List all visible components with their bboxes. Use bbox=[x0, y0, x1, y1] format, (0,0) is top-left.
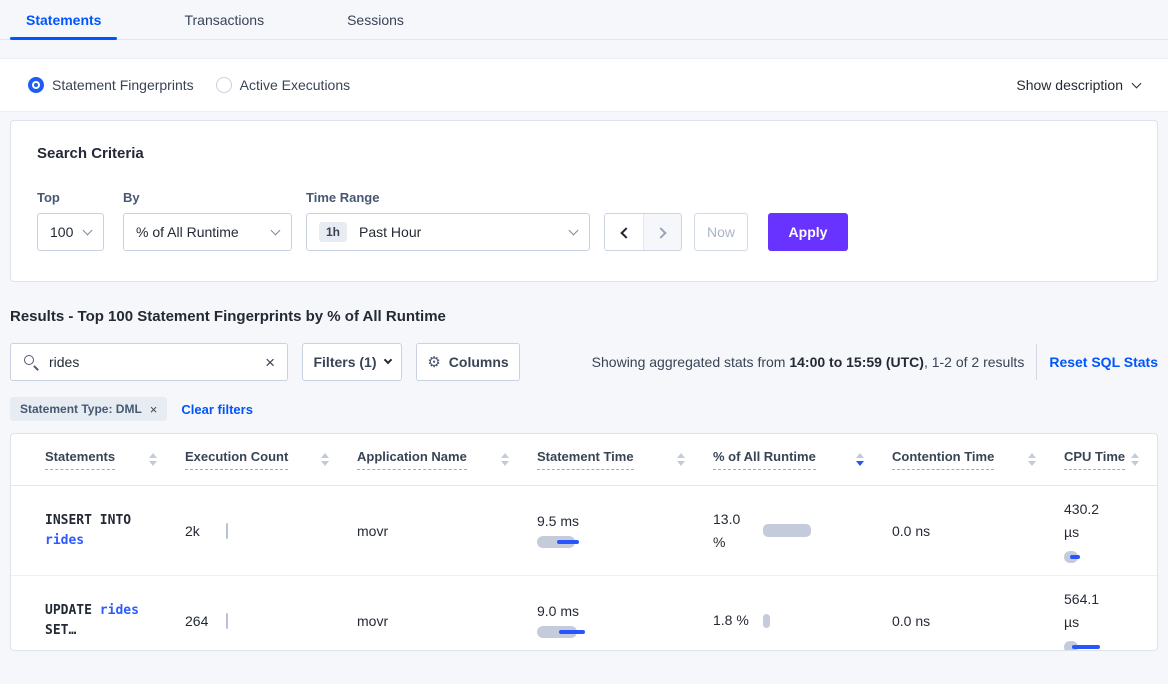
apply-button[interactable]: Apply bbox=[768, 213, 848, 251]
chevron-down-icon bbox=[383, 355, 392, 365]
radio-active-executions[interactable]: Active Executions bbox=[215, 77, 351, 93]
col-application-name[interactable]: Application Name bbox=[357, 449, 537, 470]
sql-activity-tabbar: Statements Transactions Sessions bbox=[0, 0, 1168, 40]
top-field: Top 100 bbox=[37, 190, 104, 251]
statements-table-card: Statements Execution Count Application N… bbox=[10, 433, 1158, 651]
col-cpu-time[interactable]: CPU Time bbox=[1064, 449, 1145, 470]
col-contention-time[interactable]: Contention Time bbox=[892, 449, 1064, 470]
runtime-pct-cell: 13.0 % bbox=[713, 508, 892, 554]
col-statement-time[interactable]: Statement Time bbox=[537, 449, 713, 470]
filter-pill-label: Statement Type: DML bbox=[20, 402, 142, 416]
remove-filter-icon[interactable]: × bbox=[149, 401, 158, 417]
time-range-badge: 1h bbox=[319, 222, 348, 242]
execution-count-cell: 2k bbox=[185, 522, 357, 539]
statement-time-bar bbox=[537, 626, 713, 638]
filter-pill-statement-type[interactable]: Statement Type: DML × bbox=[10, 397, 168, 421]
time-range-select[interactable]: 1h Past Hour bbox=[306, 213, 590, 251]
sort-icon[interactable] bbox=[321, 453, 329, 466]
search-criteria-row: Top 100 By % of All Runtime Time Range 1… bbox=[37, 190, 1131, 251]
chevron-down-icon bbox=[568, 225, 579, 235]
execution-count-bar bbox=[226, 522, 228, 539]
radio-unselected-icon bbox=[215, 77, 232, 93]
radio-selected-icon bbox=[28, 77, 44, 93]
active-filters-row: Statement Type: DML × Clear filters bbox=[10, 397, 1158, 421]
contention-time-cell: 0.0 ns bbox=[892, 522, 931, 539]
col-execution-count[interactable]: Execution Count bbox=[185, 449, 357, 470]
top-select-value: 100 bbox=[50, 224, 74, 240]
cpu-time-bar bbox=[1064, 551, 1124, 563]
cpu-time-bar bbox=[1064, 641, 1124, 650]
sort-icon[interactable] bbox=[1131, 453, 1139, 466]
statement-time-cell: 9.5 ms bbox=[537, 513, 713, 548]
filters-button-label: Filters (1) bbox=[313, 354, 377, 370]
filters-button[interactable]: Filters (1) bbox=[302, 343, 402, 381]
time-next-button[interactable] bbox=[643, 214, 681, 250]
tab-statements[interactable]: Statements bbox=[10, 2, 118, 40]
by-field: By % of All Runtime bbox=[104, 190, 292, 251]
sort-icon[interactable] bbox=[149, 453, 157, 466]
table-header-row: Statements Execution Count Application N… bbox=[11, 434, 1157, 486]
sort-icon[interactable] bbox=[501, 453, 509, 466]
execution-count-cell: 264 bbox=[185, 612, 357, 629]
statement-fingerprint-link[interactable]: UPDATE rides SET… bbox=[45, 602, 139, 638]
table-row: INSERT INTO rides 2k movr 9.5 ms 13.0 % … bbox=[11, 486, 1157, 576]
results-heading: Results - Top 100 Statement Fingerprints… bbox=[10, 308, 446, 325]
show-description-toggle[interactable]: Show description bbox=[1016, 77, 1142, 93]
chevron-right-icon bbox=[655, 227, 667, 239]
chevron-down-icon bbox=[270, 225, 281, 235]
time-range-value: Past Hour bbox=[359, 224, 422, 240]
toolbar-divider bbox=[1036, 344, 1038, 380]
now-button[interactable]: Now bbox=[694, 213, 748, 251]
by-select-value: % of All Runtime bbox=[136, 224, 239, 240]
tab-sessions[interactable]: Sessions bbox=[347, 12, 404, 28]
sort-icon[interactable] bbox=[856, 453, 864, 466]
radio-label: Active Executions bbox=[239, 77, 351, 93]
application-name-cell: movr bbox=[357, 612, 389, 629]
search-input-value: rides bbox=[49, 354, 80, 370]
chevron-down-icon bbox=[82, 225, 93, 235]
results-toolbar: rides × Filters (1) ⚙ Columns Showing ag… bbox=[10, 343, 1158, 381]
clear-search-icon[interactable]: × bbox=[265, 352, 275, 372]
statement-fingerprint-link[interactable]: INSERT INTO rides bbox=[45, 512, 132, 548]
statement-time-cell: 9.0 ms bbox=[537, 603, 713, 638]
sort-icon[interactable] bbox=[1028, 453, 1036, 466]
execution-count-bar bbox=[226, 612, 228, 629]
cpu-time-cell: 564.1 µs bbox=[1064, 588, 1124, 650]
clear-filters-link[interactable]: Clear filters bbox=[181, 401, 253, 417]
application-name-cell: movr bbox=[357, 522, 389, 539]
by-select[interactable]: % of All Runtime bbox=[123, 213, 292, 251]
tab-transactions[interactable]: Transactions bbox=[184, 12, 265, 28]
sort-icon[interactable] bbox=[677, 453, 685, 466]
time-prev-button[interactable] bbox=[605, 214, 643, 250]
view-mode-band: Statement Fingerprints Active Executions… bbox=[0, 58, 1168, 112]
time-range-field: Time Range 1h Past Hour bbox=[292, 190, 590, 251]
reset-sql-stats-link[interactable]: Reset SQL Stats bbox=[1049, 354, 1158, 370]
table-row: UPDATE rides SET… 264 movr 9.0 ms 1.8 % … bbox=[11, 576, 1157, 650]
time-range-label: Time Range bbox=[306, 190, 380, 205]
statement-time-bar bbox=[537, 536, 713, 548]
runtime-pct-cell: 1.8 % bbox=[713, 609, 892, 632]
radio-statement-fingerprints[interactable]: Statement Fingerprints bbox=[28, 77, 194, 93]
chevron-down-icon bbox=[1131, 78, 1142, 88]
showing-stats-text: Showing aggregated stats from 14:00 to 1… bbox=[591, 354, 1025, 370]
columns-button-label: Columns bbox=[448, 354, 509, 370]
radio-label: Statement Fingerprints bbox=[52, 77, 194, 93]
cpu-time-cell: 430.2 µs bbox=[1064, 498, 1124, 563]
search-criteria-card: Search Criteria Top 100 By % of All Runt… bbox=[10, 120, 1158, 282]
chevron-left-icon bbox=[619, 227, 632, 239]
search-input[interactable]: rides × bbox=[10, 343, 288, 381]
col-statements[interactable]: Statements bbox=[45, 449, 185, 470]
col-runtime-pct[interactable]: % of All Runtime bbox=[713, 449, 892, 470]
show-description-label: Show description bbox=[1016, 77, 1123, 93]
contention-time-cell: 0.0 ns bbox=[892, 612, 931, 629]
columns-button[interactable]: ⚙ Columns bbox=[416, 343, 520, 381]
search-icon bbox=[23, 354, 39, 370]
by-label: By bbox=[123, 190, 140, 205]
top-label: Top bbox=[37, 190, 60, 205]
gear-icon: ⚙ bbox=[427, 353, 441, 371]
search-criteria-title: Search Criteria bbox=[37, 145, 144, 162]
time-nav-group bbox=[604, 213, 682, 251]
top-select[interactable]: 100 bbox=[37, 213, 104, 251]
